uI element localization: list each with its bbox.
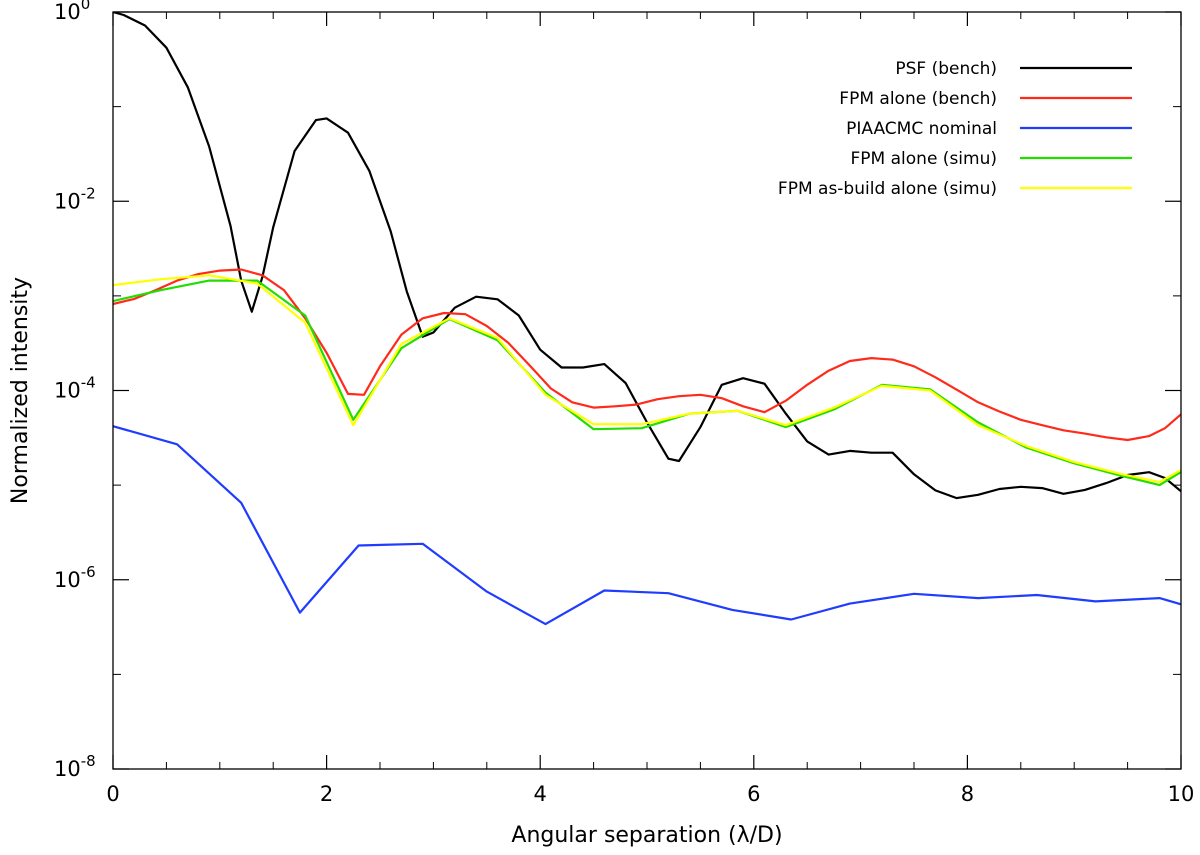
series-layer: [113, 12, 1181, 626]
plot-frame: [112, 11, 1182, 770]
axis-ticks: 0 2 4 6 8 10 100 10-2 10-4 10-6 10-8: [54, 0, 1194, 806]
x-tick-label: 4: [534, 782, 547, 806]
series-line-4: [113, 279, 1181, 487]
legend: PSF (bench) FPM alone (bench) PIAACMC nomi…: [778, 59, 1132, 199]
series-line-2: [113, 268, 1181, 442]
series-line-1: [113, 12, 1181, 500]
y-tick-label: 10-6: [54, 563, 96, 592]
series-line-3: [113, 425, 1181, 626]
series-line-5: [113, 274, 1181, 484]
legend-label: PSF (bench): [895, 59, 997, 79]
x-axis-title: Angular separation (λ/D): [511, 823, 782, 848]
x-tick-label: 0: [106, 782, 119, 806]
x-tick-label: 2: [320, 782, 333, 806]
legend-label: FPM as-build alone (simu): [778, 179, 997, 199]
x-tick-label: 10: [1168, 782, 1195, 806]
legend-label: PIAACMC nominal: [846, 119, 997, 139]
y-tick-label: 10-4: [54, 374, 96, 403]
x-tick-label: 6: [747, 782, 760, 806]
x-tick-label: 8: [961, 782, 974, 806]
legend-label: FPM alone (simu): [851, 149, 997, 169]
y-axis-title: Normalized intensity: [8, 277, 33, 504]
y-tick-label: 10-8: [54, 752, 96, 781]
axes-frame: [112, 11, 1182, 770]
y-tick-label: 100: [54, 0, 90, 24]
y-tick-label: 10-2: [54, 184, 96, 213]
legend-label: FPM alone (bench): [839, 89, 997, 109]
